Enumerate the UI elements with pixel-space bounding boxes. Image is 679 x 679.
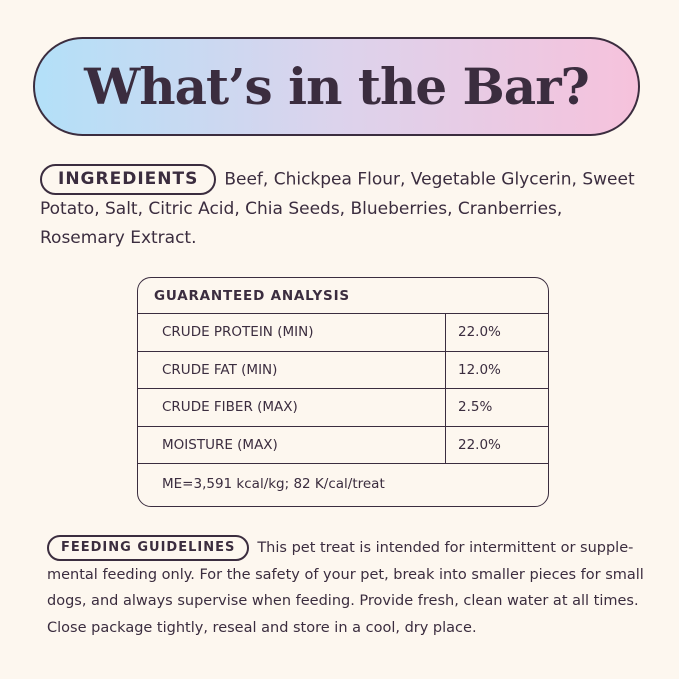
nutrient-name: MOISTURE (MAX) [138,426,446,463]
nutrient-value: 22.0% [458,436,501,453]
nutrient-name: CRUDE FIBER (MAX) [138,389,446,426]
nutrient-name: CRUDE PROTEIN (MIN) [138,314,446,351]
page-title: What’s in the Bar? [84,57,590,116]
ingredients-section: INGREDIENTS Beef, Chickpea Flour, Vegetab… [40,164,650,253]
ingredients-label: INGREDIENTS [40,164,217,195]
table-row: MOISTURE (MAX) 22.0% [138,426,548,464]
title-banner: What’s in the Bar? [33,37,640,136]
table-header: GUARANTEED ANALYSIS [138,278,548,314]
nutrient-value: 22.0% [458,324,501,341]
feeding-section: FEEDING GUIDELINES This pet treat is inte… [47,535,647,641]
feeding-label: FEEDING GUIDELINES [47,535,250,561]
table-row: CRUDE FIBER (MAX) 2.5% [138,389,548,427]
table-row: CRUDE FAT (MIN) 12.0% [138,351,548,389]
ingredients-text: Beef, Chickpea Flour, Vegetable Glycerin… [40,169,635,249]
nutrient-name: CRUDE FAT (MIN) [138,351,446,388]
calorie-content: ME=3,591 kcal/kg; 82 K/cal/treat [162,476,385,492]
table-row: CRUDE PROTEIN (MIN) 22.0% [138,314,548,352]
nutrient-value: 2.5% [458,399,493,416]
feeding-text: This pet treat is intended for intermitt… [47,540,644,636]
guaranteed-analysis-table: GUARANTEED ANALYSIS CRUDE PROTEIN (MIN) … [137,277,549,507]
nutrient-value: 12.0% [458,361,501,378]
